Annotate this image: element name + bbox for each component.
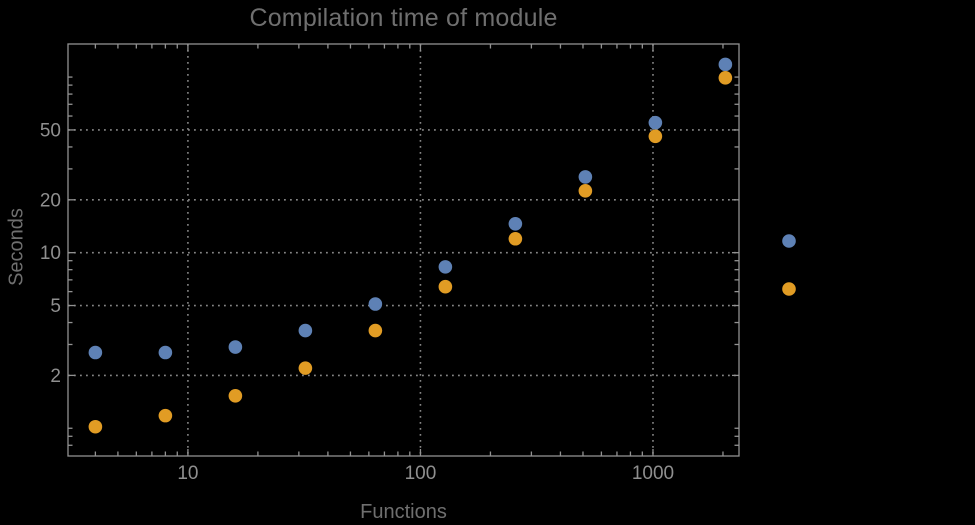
data-point-blue-series-x32 <box>298 323 313 338</box>
y-tick-label-5: 5 <box>50 296 61 317</box>
legend-marker-orange <box>782 282 796 296</box>
plot-frame <box>67 43 740 457</box>
data-point-blue-series-x4 <box>88 345 103 360</box>
x-axis-label: Functions <box>360 501 447 523</box>
y-tick-label-2: 2 <box>50 366 61 387</box>
data-point-orange-series-x8 <box>158 408 173 423</box>
data-point-orange-series-x512 <box>578 184 593 198</box>
data-point-blue-series-x512 <box>578 170 593 184</box>
chart-title: Compilation time of module <box>249 4 558 32</box>
data-point-blue-series-x256 <box>508 217 523 231</box>
y-axis-label: Seconds <box>5 208 28 286</box>
data-point-blue-series-x16 <box>228 340 243 354</box>
data-point-orange-series-x2048 <box>718 71 733 85</box>
data-point-blue-series-x2048 <box>718 57 733 72</box>
data-point-blue-series-x128 <box>438 260 453 274</box>
x-tick-label-10: 10 <box>177 463 198 484</box>
y-tick-label-20: 20 <box>40 190 61 211</box>
data-point-orange-series-x1024 <box>648 129 663 144</box>
x-tick-label-100: 100 <box>405 463 437 484</box>
data-point-blue-series-x64 <box>368 297 383 311</box>
data-point-orange-series-x128 <box>438 279 453 294</box>
data-point-orange-series-x256 <box>508 231 523 246</box>
y-tick-label-10: 10 <box>40 243 61 264</box>
data-point-orange-series-x32 <box>298 361 313 375</box>
data-point-blue-series-x8 <box>158 345 173 360</box>
x-tick-label-1000: 1000 <box>632 463 674 484</box>
data-point-orange-series-x16 <box>228 389 243 403</box>
data-point-orange-series-x4 <box>88 419 103 434</box>
data-point-orange-series-x64 <box>368 323 383 338</box>
legend-marker-blue <box>782 234 796 248</box>
y-tick-label-50: 50 <box>40 120 61 141</box>
data-point-blue-series-x1024 <box>648 115 663 130</box>
